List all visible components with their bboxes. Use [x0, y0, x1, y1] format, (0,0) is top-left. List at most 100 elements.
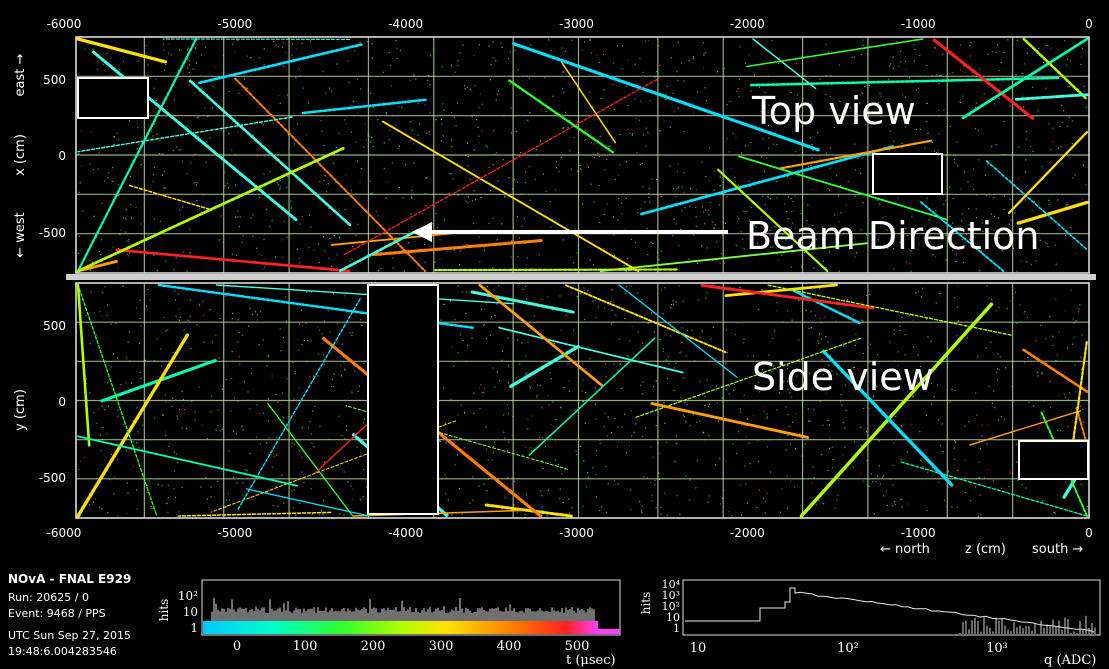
noise-hit	[1073, 336, 1075, 338]
noise-hit	[928, 219, 930, 221]
noise-hit	[196, 199, 198, 202]
noise-hit	[822, 373, 824, 375]
noise-hit	[959, 101, 961, 103]
noise-hit	[990, 341, 992, 343]
noise-hit	[1002, 154, 1004, 156]
noise-hit	[804, 74, 806, 77]
noise-hit	[1041, 372, 1043, 374]
noise-hit	[306, 361, 308, 363]
particle-track	[177, 511, 332, 517]
noise-hit	[669, 165, 671, 167]
noise-hit	[998, 237, 1000, 239]
noise-hit	[595, 316, 597, 319]
noise-hit	[477, 126, 479, 129]
noise-hit	[956, 335, 958, 337]
noise-hit	[969, 55, 971, 57]
noise-hit	[955, 441, 957, 443]
noise-hit	[93, 412, 95, 414]
particle-track	[1014, 93, 1089, 101]
noise-hit	[224, 171, 226, 173]
noise-hit	[732, 443, 734, 445]
noise-hit	[919, 431, 921, 433]
noise-hit	[94, 498, 96, 500]
noise-hit	[555, 321, 557, 323]
noise-hit	[627, 59, 629, 62]
noise-hit	[912, 315, 914, 317]
noise-hit	[812, 224, 814, 226]
noise-hit	[993, 196, 995, 199]
noise-hit	[954, 159, 956, 161]
noise-hit	[734, 181, 736, 183]
noise-hit	[651, 178, 653, 180]
noise-hit	[647, 253, 649, 256]
noise-hit	[344, 119, 346, 121]
noise-hit	[995, 267, 997, 269]
particle-track	[76, 146, 345, 273]
noise-hit	[227, 365, 229, 367]
noise-hit	[648, 188, 650, 190]
noise-hit	[625, 293, 627, 295]
noise-hit	[935, 302, 937, 304]
noise-hit	[844, 427, 846, 429]
noise-hit	[1026, 261, 1028, 263]
noise-hit	[1019, 304, 1021, 306]
noise-hit	[615, 314, 617, 316]
noise-hit	[655, 425, 657, 427]
noise-hit	[812, 466, 814, 468]
noise-hit	[263, 266, 266, 268]
noise-hit	[597, 152, 599, 154]
noise-hit	[1058, 394, 1060, 396]
noise-hit	[478, 44, 481, 46]
noise-hit	[172, 352, 174, 354]
noise-hit	[341, 435, 343, 437]
noise-hit	[262, 339, 264, 341]
noise-hit	[641, 298, 643, 301]
noise-hit	[385, 111, 387, 113]
z-tick-label: 0	[1085, 17, 1093, 31]
noise-hit	[689, 188, 692, 190]
noise-hit	[658, 258, 660, 261]
noise-hit	[743, 338, 745, 340]
noise-hit	[297, 349, 299, 351]
noise-hit	[165, 330, 167, 332]
noise-hit	[201, 54, 203, 56]
noise-hit	[635, 117, 637, 119]
noise-hit	[969, 238, 971, 240]
noise-hit	[461, 513, 463, 515]
noise-hit	[641, 162, 643, 164]
noise-hit	[926, 121, 928, 123]
noise-hit	[1008, 485, 1010, 488]
noise-hit	[292, 362, 294, 364]
noise-hit	[718, 204, 721, 206]
noise-hit	[885, 490, 887, 492]
noise-hit	[901, 147, 903, 149]
noise-hit	[999, 355, 1001, 358]
noise-hit	[639, 57, 641, 60]
noise-hit	[954, 439, 956, 442]
noise-hit	[968, 208, 970, 210]
noise-hit	[388, 51, 390, 53]
noise-hit	[225, 506, 227, 508]
noise-hit	[589, 39, 592, 41]
noise-hit	[946, 505, 948, 507]
noise-hit	[860, 472, 862, 474]
noise-hit	[130, 175, 132, 177]
noise-hit	[561, 47, 563, 49]
noise-hit	[153, 87, 155, 89]
z-tick-label: -4000	[388, 526, 423, 540]
noise-hit	[616, 446, 618, 448]
particle-track	[599, 242, 869, 272]
noise-hit	[600, 97, 602, 99]
noise-hit	[893, 140, 895, 142]
noise-hit	[997, 379, 999, 381]
noise-hit	[333, 293, 335, 295]
noise-hit	[1086, 505, 1088, 507]
noise-hit	[795, 413, 798, 415]
noise-hit	[776, 409, 778, 411]
noise-hit	[88, 504, 90, 506]
noise-hit	[660, 289, 663, 291]
noise-hit	[767, 111, 769, 113]
noise-hit	[271, 219, 273, 221]
noise-hit	[319, 514, 321, 516]
noise-hit	[939, 75, 941, 77]
